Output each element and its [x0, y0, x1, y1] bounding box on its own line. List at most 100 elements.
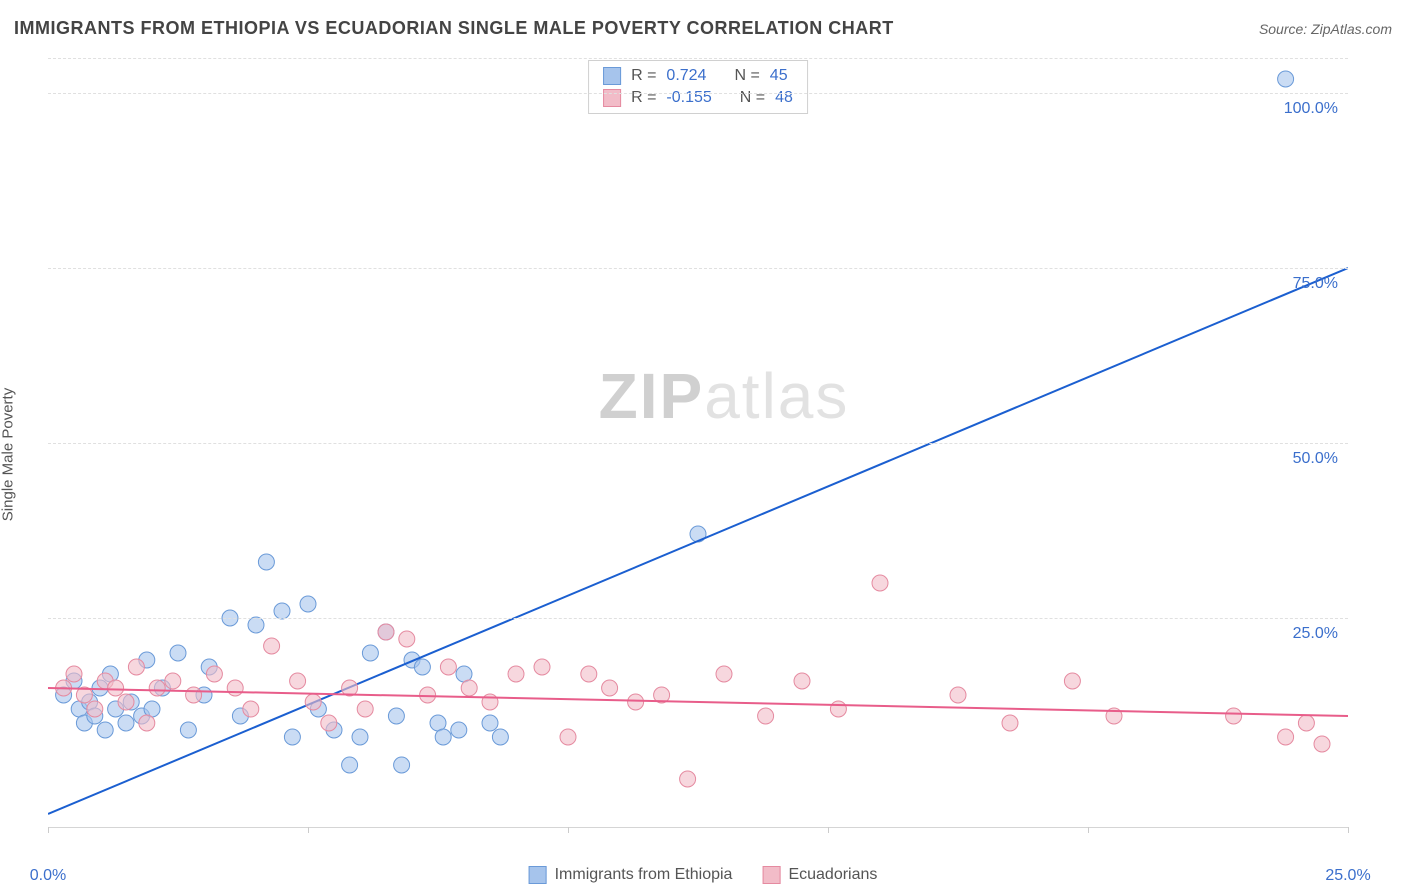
scatter-point [243, 701, 259, 717]
scatter-point [248, 617, 264, 633]
scatter-point [149, 680, 165, 696]
chart-plot-area: ZIPatlas R = 0.724 N = 45 R = -0.155 N =… [48, 58, 1348, 828]
scatter-point [602, 680, 618, 696]
scatter-point [388, 708, 404, 724]
scatter-point [534, 659, 550, 675]
swatch-series-0 [603, 67, 621, 85]
scatter-point [206, 666, 222, 682]
scatter-point [581, 666, 597, 682]
scatter-point [950, 687, 966, 703]
scatter-point [420, 687, 436, 703]
gridline [48, 268, 1348, 269]
scatter-point [139, 715, 155, 731]
scatter-point [508, 666, 524, 682]
y-tick-label: 50.0% [1293, 450, 1338, 468]
scatter-point [170, 645, 186, 661]
scatter-point [414, 659, 430, 675]
scatter-point [482, 715, 498, 731]
gridline [48, 58, 1348, 59]
chart-title: IMMIGRANTS FROM ETHIOPIA VS ECUADORIAN S… [14, 18, 894, 39]
r-label: R = [631, 89, 656, 107]
scatter-point [435, 729, 451, 745]
scatter-point [128, 659, 144, 675]
n-label: N = [740, 89, 765, 107]
scatter-point [258, 554, 274, 570]
scatter-point [716, 666, 732, 682]
scatter-point [872, 575, 888, 591]
scatter-point [378, 624, 394, 640]
scatter-point [97, 722, 113, 738]
legend-item-1: Ecuadorians [762, 866, 877, 884]
y-axis-label: Single Male Poverty [0, 388, 17, 521]
legend-label-1: Ecuadorians [788, 866, 877, 884]
scatter-point [321, 715, 337, 731]
n-value-0: 45 [770, 67, 788, 85]
scatter-point [290, 673, 306, 689]
scatter-point [758, 708, 774, 724]
scatter-point [227, 680, 243, 696]
scatter-point [1278, 729, 1294, 745]
scatter-point [362, 645, 378, 661]
scatter-point [1314, 736, 1330, 752]
scatter-point [118, 715, 134, 731]
x-tick-label: 25.0% [1325, 867, 1370, 885]
x-tick-mark [568, 827, 569, 833]
scatter-point [451, 722, 467, 738]
scatter-point [830, 701, 846, 717]
r-value-0: 0.724 [666, 67, 706, 85]
x-tick-mark [828, 827, 829, 833]
legend-row-series-0: R = 0.724 N = 45 [603, 65, 793, 87]
scatter-point [560, 729, 576, 745]
swatch-series-0 [529, 866, 547, 884]
scatter-point [305, 694, 321, 710]
trend-line [48, 268, 1348, 814]
x-tick-mark [1088, 827, 1089, 833]
scatter-point [300, 596, 316, 612]
scatter-point [284, 729, 300, 745]
y-tick-label: 100.0% [1284, 100, 1338, 118]
legend-row-series-1: R = -0.155 N = 48 [603, 87, 793, 109]
x-tick-label: 0.0% [30, 867, 66, 885]
y-tick-label: 75.0% [1293, 275, 1338, 293]
scatter-point [274, 603, 290, 619]
scatter-point [399, 631, 415, 647]
scatter-point [118, 694, 134, 710]
r-value-1: -0.155 [666, 89, 711, 107]
x-tick-mark [48, 827, 49, 833]
x-tick-mark [308, 827, 309, 833]
scatter-point [186, 687, 202, 703]
scatter-point [180, 722, 196, 738]
legend-correlation: R = 0.724 N = 45 R = -0.155 N = 48 [588, 60, 808, 114]
legend-series: Immigrants from Ethiopia Ecuadorians [529, 866, 878, 884]
y-tick-label: 25.0% [1293, 625, 1338, 643]
x-tick-mark [1348, 827, 1349, 833]
swatch-series-1 [603, 89, 621, 107]
scatter-point [628, 694, 644, 710]
r-label: R = [631, 67, 656, 85]
scatter-point [1226, 708, 1242, 724]
scatter-point [1064, 673, 1080, 689]
gridline [48, 443, 1348, 444]
scatter-point [264, 638, 280, 654]
gridline [48, 618, 1348, 619]
scatter-point [165, 673, 181, 689]
scatter-point [461, 680, 477, 696]
scatter-point [492, 729, 508, 745]
scatter-point [87, 701, 103, 717]
scatter-point [352, 729, 368, 745]
scatter-point [66, 666, 82, 682]
scatter-point [342, 757, 358, 773]
legend-item-0: Immigrants from Ethiopia [529, 866, 733, 884]
scatter-point [794, 673, 810, 689]
source-label: Source: ZipAtlas.com [1259, 21, 1392, 37]
scatter-point [1002, 715, 1018, 731]
scatter-point [680, 771, 696, 787]
scatter-point [394, 757, 410, 773]
legend-label-0: Immigrants from Ethiopia [555, 866, 733, 884]
swatch-series-1 [762, 866, 780, 884]
n-value-1: 48 [775, 89, 793, 107]
scatter-point [357, 701, 373, 717]
scatter-point [108, 680, 124, 696]
scatter-point [1298, 715, 1314, 731]
gridline [48, 93, 1348, 94]
